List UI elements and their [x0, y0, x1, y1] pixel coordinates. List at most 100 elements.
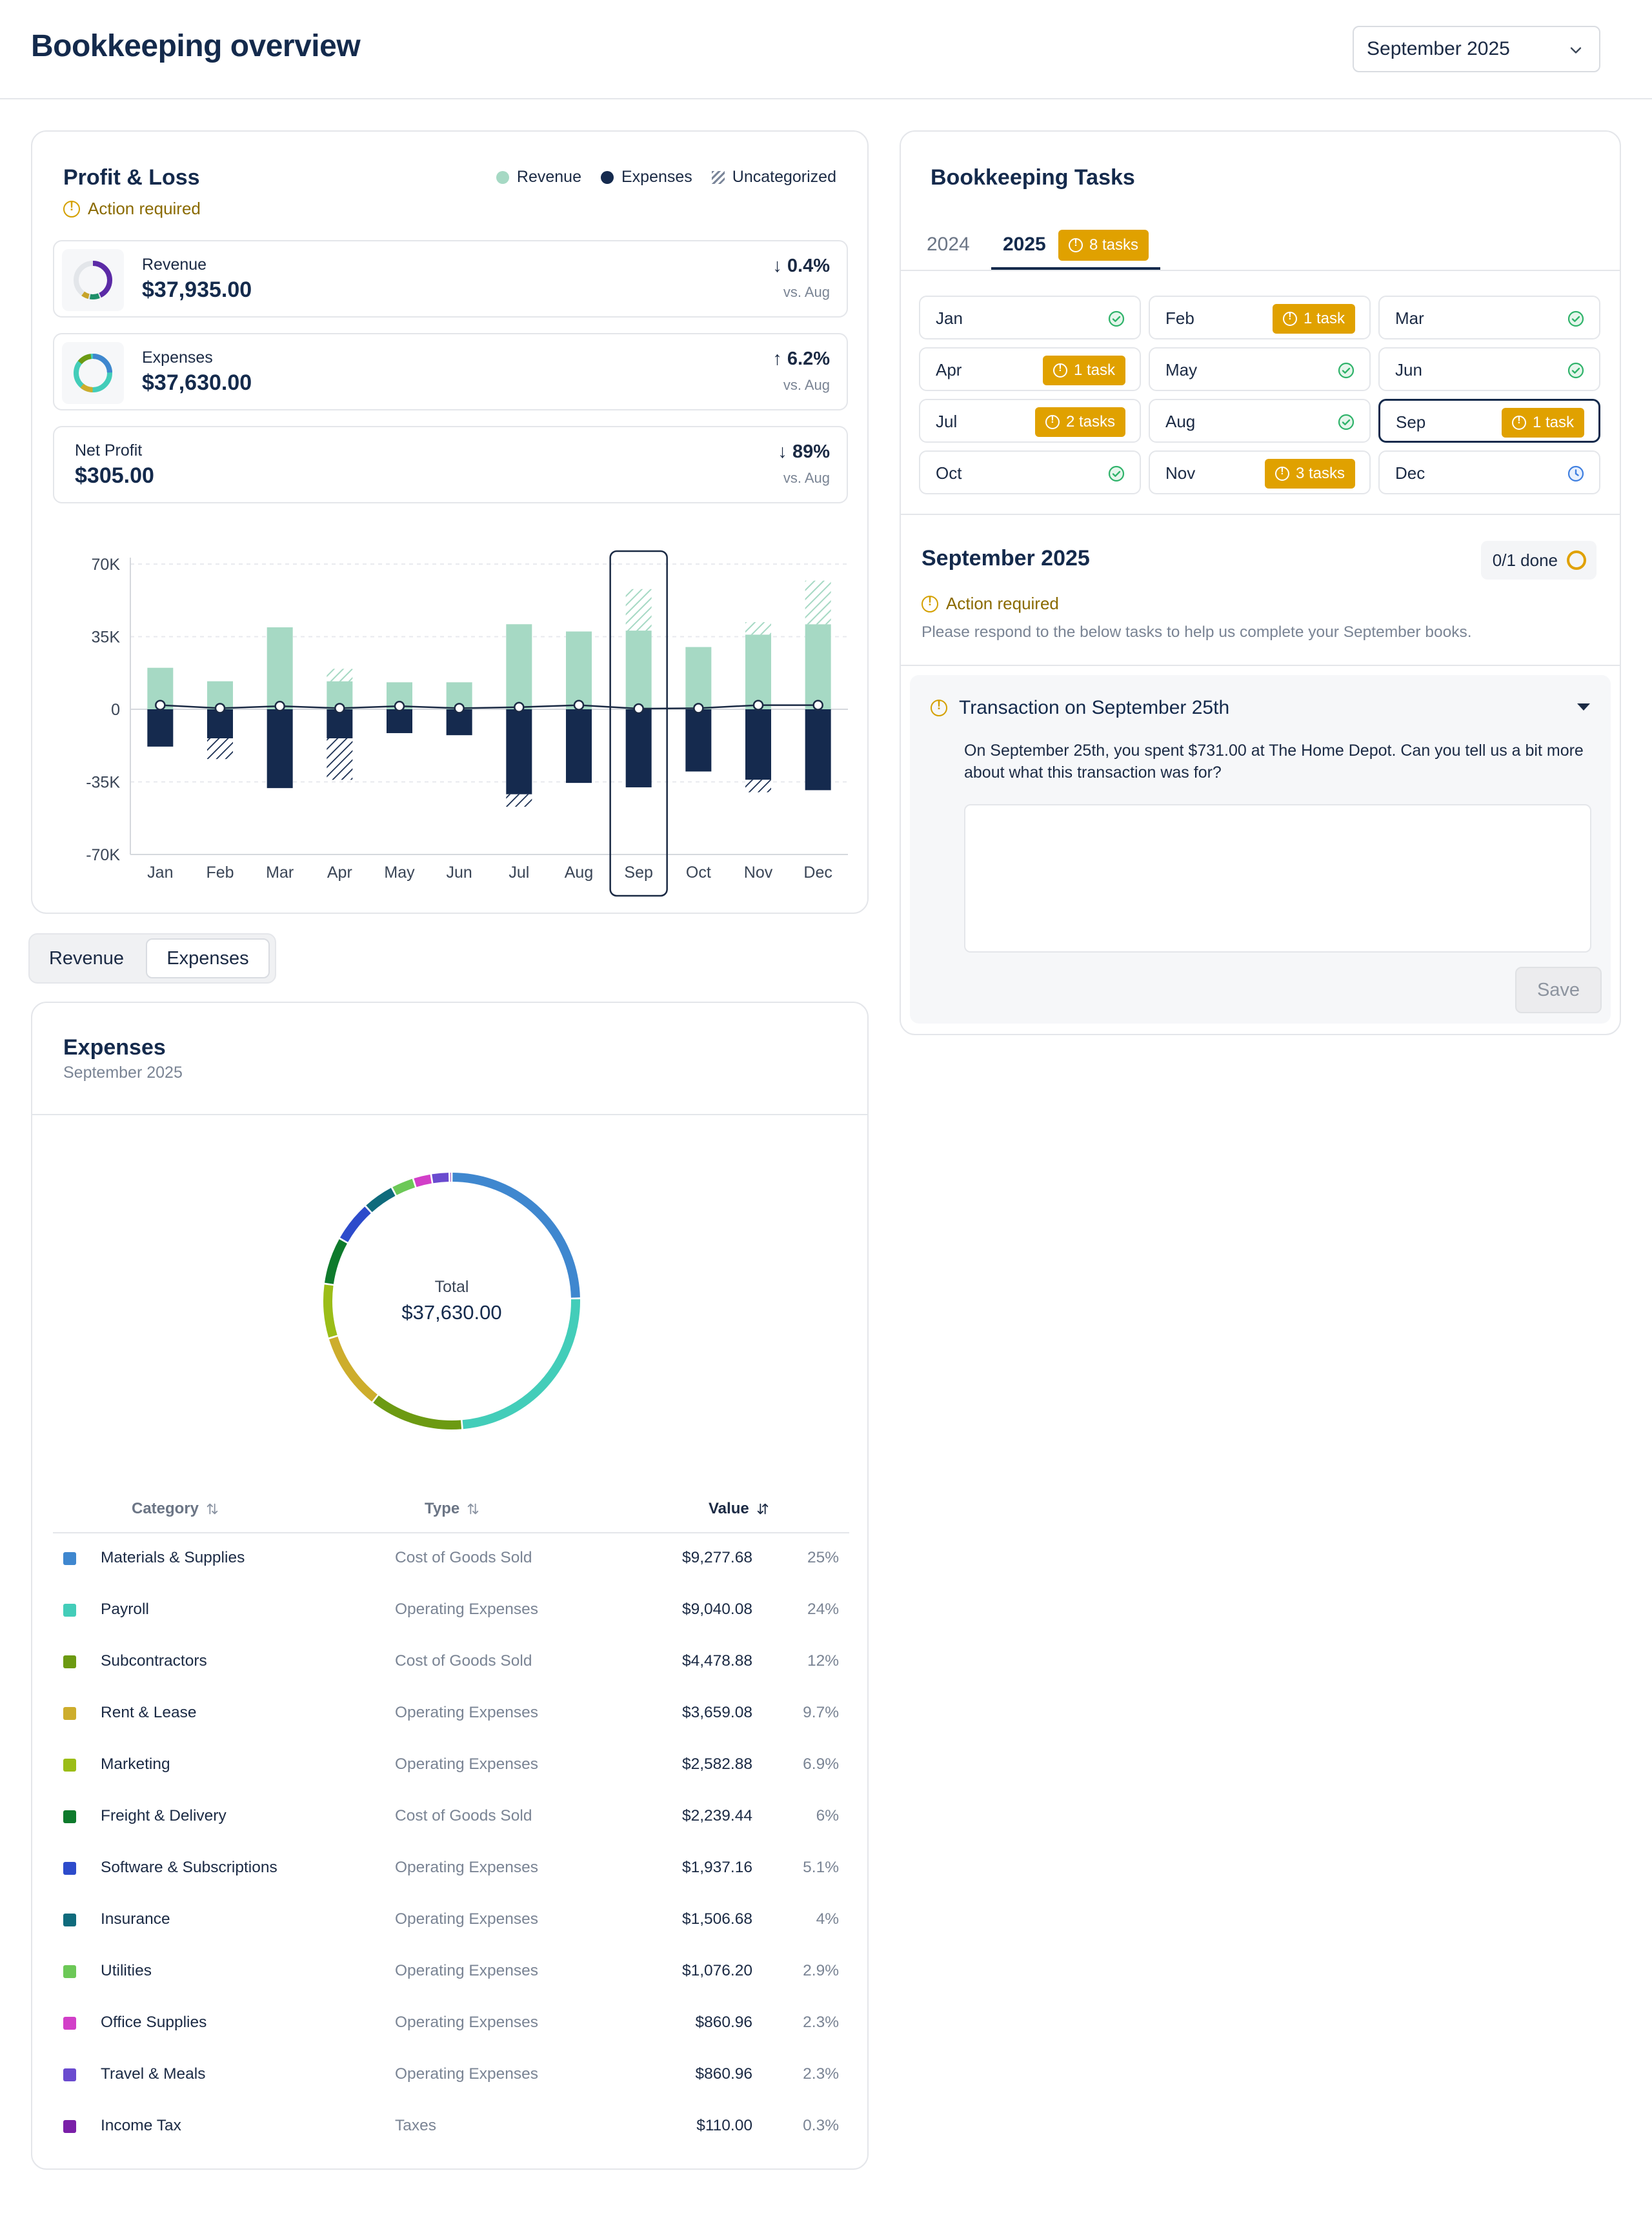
caret-down-icon[interactable]	[1577, 703, 1590, 711]
expenses-bar[interactable]	[506, 709, 532, 794]
transaction-answer-input[interactable]	[964, 804, 1591, 953]
uncategorized-expenses-bar[interactable]	[506, 794, 532, 807]
expenses-bar[interactable]	[267, 709, 293, 789]
net-profit-point[interactable]	[214, 703, 226, 714]
uncategorized-expenses-bar[interactable]	[327, 738, 353, 780]
month-cell-dec[interactable]: Dec	[1378, 450, 1600, 494]
expenses-bar[interactable]	[685, 709, 712, 772]
warning-icon	[1053, 363, 1067, 378]
column-category[interactable]: Category	[132, 1500, 219, 1518]
expenses-stat[interactable]: Expenses $37,630.00 ↑ 6.2% vs. Aug	[53, 333, 848, 410]
net-profit-point[interactable]	[812, 700, 823, 711]
x-tick-label: Mar	[266, 864, 294, 882]
revenue-bar[interactable]	[506, 624, 532, 709]
net-profit-point[interactable]	[274, 700, 285, 712]
net-profit-stat[interactable]: Net Profit $305.00 ↓ 89% vs. Aug	[53, 426, 848, 503]
column-type[interactable]: Type	[425, 1500, 480, 1518]
revenue-bar[interactable]	[566, 631, 592, 709]
table-row[interactable]: Rent & Lease Operating Expenses $3,659.08 9…	[53, 1688, 849, 1740]
category-value: $9,277.68	[682, 1549, 752, 1566]
expenses-bar[interactable]	[805, 709, 831, 791]
transaction-header[interactable]: Transaction on September 25th	[931, 697, 1229, 719]
net-profit-point[interactable]	[334, 703, 345, 714]
donut-segment[interactable]	[462, 1299, 580, 1430]
expenses-bar[interactable]	[566, 709, 592, 783]
expenses-bar[interactable]	[207, 709, 233, 738]
donut-segment[interactable]	[452, 1173, 580, 1298]
revenue-stat[interactable]: Revenue $37,935.00 ↓ 0.4% vs. Aug	[53, 240, 848, 318]
column-value[interactable]: Value	[709, 1500, 770, 1518]
revenue-bar[interactable]	[267, 627, 293, 709]
uncategorized-revenue-bar[interactable]	[805, 580, 831, 625]
month-cell-feb[interactable]: Feb 1 task	[1149, 296, 1371, 339]
net-profit-point[interactable]	[394, 700, 405, 712]
month-cell-aug[interactable]: Aug	[1149, 399, 1371, 443]
uncategorized-expenses-bar[interactable]	[207, 738, 233, 760]
net-profit-stat-value: $305.00	[75, 463, 154, 488]
revenue-bar[interactable]	[625, 631, 652, 709]
tab-2024[interactable]: 2024	[927, 234, 970, 255]
donut-segment[interactable]	[366, 1187, 396, 1213]
donut-segment[interactable]	[340, 1206, 371, 1242]
table-row[interactable]: Freight & Delivery Cost of Goods Sold $2,2…	[53, 1792, 849, 1843]
net-profit-point[interactable]	[454, 703, 465, 714]
table-row[interactable]: Software & Subscriptions Operating Expens…	[53, 1843, 849, 1895]
net-profit-point[interactable]	[633, 703, 644, 714]
toggle-expenses[interactable]: Expenses	[146, 938, 270, 978]
table-row[interactable]: Income Tax Taxes $110.00 0.3%	[53, 2101, 849, 2153]
month-cell-nov[interactable]: Nov 3 tasks	[1149, 450, 1371, 494]
donut-segment[interactable]	[325, 1239, 347, 1284]
table-row[interactable]: Office Supplies Operating Expenses $860.96…	[53, 1998, 849, 2050]
expenses-bar[interactable]	[327, 709, 353, 738]
table-row[interactable]: Subcontractors Cost of Goods Sold $4,478.8…	[53, 1637, 849, 1688]
donut-segment[interactable]	[392, 1178, 416, 1195]
expenses-bar[interactable]	[446, 709, 472, 736]
donut-segment[interactable]	[432, 1173, 449, 1184]
month-cell-mar[interactable]: Mar	[1378, 296, 1600, 339]
revenue-bar[interactable]	[745, 634, 771, 709]
category-type: Operating Expenses	[395, 1962, 538, 1979]
category-name: Office Supplies	[101, 2014, 207, 2031]
expenses-donut[interactable]: Total $37,630.00	[316, 1166, 587, 1437]
category-value: $110.00	[696, 2117, 752, 2134]
uncategorized-revenue-bar[interactable]	[625, 589, 652, 631]
table-row[interactable]: Payroll Operating Expenses $9,040.08 24%	[53, 1585, 849, 1637]
uncategorized-revenue-bar[interactable]	[327, 669, 353, 682]
table-row[interactable]: Marketing Operating Expenses $2,582.88 6.9%	[53, 1740, 849, 1792]
net-profit-point[interactable]	[155, 700, 166, 711]
table-row[interactable]: Travel & Meals Operating Expenses $860.96 2…	[53, 2050, 849, 2101]
uncategorized-expenses-bar[interactable]	[745, 780, 771, 793]
donut-segment[interactable]	[329, 1336, 378, 1402]
save-button[interactable]: Save	[1515, 967, 1602, 1013]
donut-segment[interactable]	[323, 1284, 337, 1338]
period-select[interactable]: September 2025	[1353, 26, 1600, 72]
month-cell-jun[interactable]: Jun	[1378, 347, 1600, 391]
expenses-bar[interactable]	[745, 709, 771, 780]
month-cell-jan[interactable]: Jan	[919, 296, 1141, 339]
table-row[interactable]: Insurance Operating Expenses $1,506.68 4%	[53, 1895, 849, 1946]
net-profit-point[interactable]	[573, 700, 585, 711]
tab-2025[interactable]: 2025	[1003, 234, 1046, 255]
net-profit-point[interactable]	[693, 703, 704, 714]
month-cell-jul[interactable]: Jul 2 tasks	[919, 399, 1141, 443]
donut-total-value: $37,630.00	[401, 1301, 502, 1324]
toggle-revenue[interactable]: Revenue	[48, 947, 125, 969]
month-cell-apr[interactable]: Apr 1 task	[919, 347, 1141, 391]
net-profit-point[interactable]	[752, 700, 764, 711]
month-cell-may[interactable]: May	[1149, 347, 1371, 391]
month-cell-sep[interactable]: Sep 1 task	[1378, 399, 1600, 443]
expenses-bar[interactable]	[387, 709, 412, 733]
month-cell-oct[interactable]: Oct	[919, 450, 1141, 494]
profit-loss-chart[interactable]: 70K 35K 0 -35K -70K Jan Feb Mar Apr May Jun Jul Aug S…	[32, 532, 870, 906]
uncategorized-revenue-bar[interactable]	[745, 622, 771, 635]
donut-segment[interactable]	[414, 1174, 432, 1187]
net-profit-point[interactable]	[514, 702, 525, 713]
revenue-bar[interactable]	[805, 624, 831, 709]
expenses-donut-chart[interactable]	[316, 1166, 587, 1437]
table-row[interactable]: Utilities Operating Expenses $1,076.20 2.9%	[53, 1946, 849, 1998]
donut-segment[interactable]	[373, 1395, 462, 1430]
expenses-bar[interactable]	[625, 709, 652, 787]
expenses-bar[interactable]	[147, 709, 174, 747]
revenue-bar[interactable]	[685, 647, 712, 709]
table-row[interactable]: Materials & Supplies Cost of Goods Sold $9…	[53, 1533, 849, 1585]
